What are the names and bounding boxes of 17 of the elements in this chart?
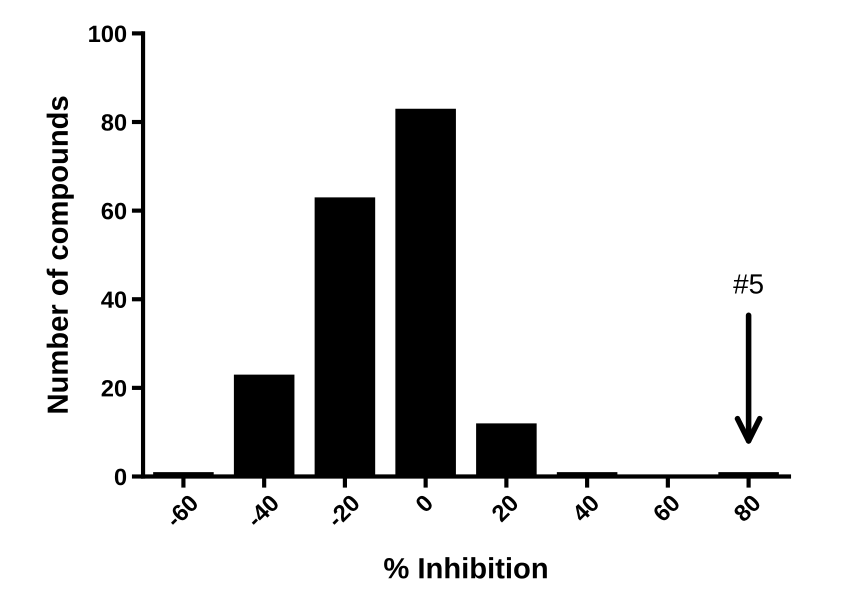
y-tick-label: 0 xyxy=(114,468,126,486)
x-tick-label: 40 xyxy=(570,494,600,524)
y-axis-title: Number of compounds xyxy=(46,96,74,413)
x-tick-label: -20 xyxy=(326,494,361,528)
x-tick-label: 60 xyxy=(652,494,681,523)
x-tick-label: -40 xyxy=(245,494,280,528)
x-tick-label: 80 xyxy=(732,494,762,523)
y-tick-label: 100 xyxy=(89,25,126,42)
x-tick-label: -60 xyxy=(164,494,200,528)
x-tick-label: 20 xyxy=(490,494,520,523)
y-tick-label: 80 xyxy=(102,114,126,131)
annotation: #5 xyxy=(733,274,763,294)
y-tick-label: 20 xyxy=(102,380,126,397)
x-axis-title: % Inhibition xyxy=(384,557,547,579)
x-tick-label: 0 xyxy=(414,494,434,514)
y-tick-label: 40 xyxy=(101,291,126,308)
y-tick-label: 60 xyxy=(102,202,126,220)
